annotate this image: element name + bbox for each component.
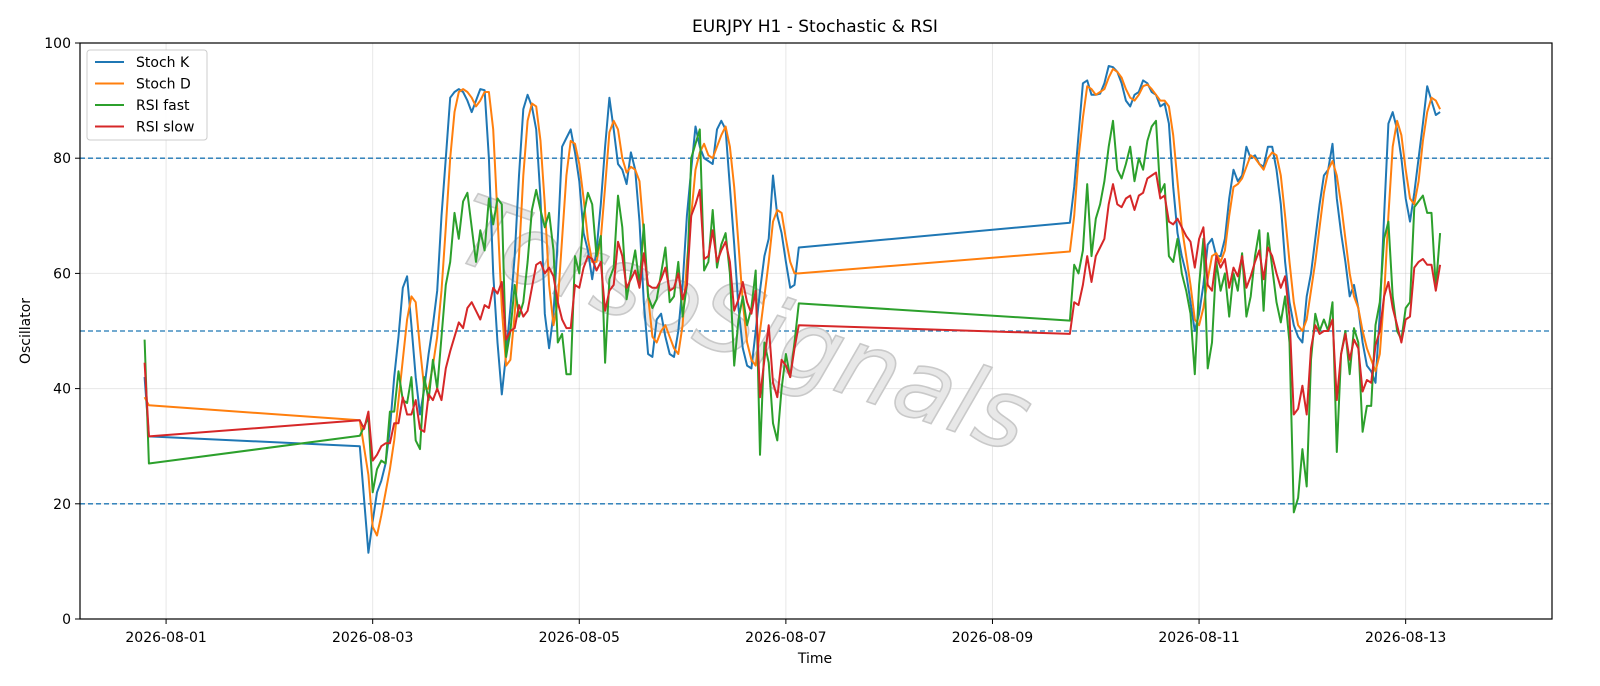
x-tick-label: 2026-08-03: [332, 630, 413, 646]
legend-box: [86, 49, 208, 141]
y-tick-label: 100: [44, 36, 71, 52]
y-tick-label: 0: [62, 612, 71, 628]
x-tick-label: 2026-08-09: [952, 630, 1033, 646]
series-layer: [143, 65, 1442, 554]
series-line-rsi-slow: [143, 171, 1442, 462]
x-axis: 2026-08-01 2026-08-03 2026-08-05 2026-08-07…: [125, 619, 1446, 646]
x-tick-label: 2026-08-01: [125, 630, 206, 646]
y-axis: 0 20 40 60 80 100: [44, 36, 80, 628]
watermark: TorsoSignals: [443, 174, 1045, 475]
x-tick-label: 2026-08-11: [1158, 630, 1239, 646]
plot-frame: [79, 42, 1553, 620]
legend-label-rsi-slow: RSI slow: [136, 120, 194, 136]
x-axis-label: Time: [797, 651, 832, 667]
y-tick-label: 80: [53, 151, 71, 167]
y-tick-label: 20: [53, 497, 71, 513]
legend-label-stoch-d: Stoch D: [136, 77, 191, 93]
series-line-rsi-fast: [143, 119, 1442, 514]
y-tick-label: 40: [53, 382, 71, 398]
x-tick-label: 2026-08-07: [745, 630, 826, 646]
legend-label-stoch-k: Stoch K: [136, 55, 190, 71]
chart-title: EURJPY H1 - Stochastic & RSI: [692, 17, 938, 37]
y-tick-label: 60: [53, 266, 71, 282]
legend: Stoch K Stoch D RSI fast RSI slow: [86, 49, 208, 141]
x-tick-label: 2026-08-13: [1365, 630, 1446, 646]
reference-lines: [80, 157, 1552, 505]
y-axis-label: Oscillator: [18, 298, 34, 364]
x-tick-label: 2026-08-05: [539, 630, 620, 646]
series-line-stoch-d: [143, 67, 1441, 537]
legend-label-rsi-fast: RSI fast: [136, 98, 190, 114]
